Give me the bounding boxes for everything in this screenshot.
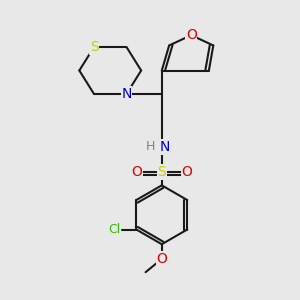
Text: S: S bbox=[158, 165, 166, 179]
Text: N: N bbox=[160, 140, 170, 154]
Text: O: O bbox=[131, 165, 142, 179]
Text: N: N bbox=[121, 87, 132, 101]
Text: O: O bbox=[186, 28, 197, 42]
Text: O: O bbox=[182, 165, 192, 179]
Text: H: H bbox=[146, 140, 155, 153]
Text: S: S bbox=[90, 40, 98, 54]
Text: Cl: Cl bbox=[108, 223, 120, 236]
Text: O: O bbox=[156, 252, 167, 266]
